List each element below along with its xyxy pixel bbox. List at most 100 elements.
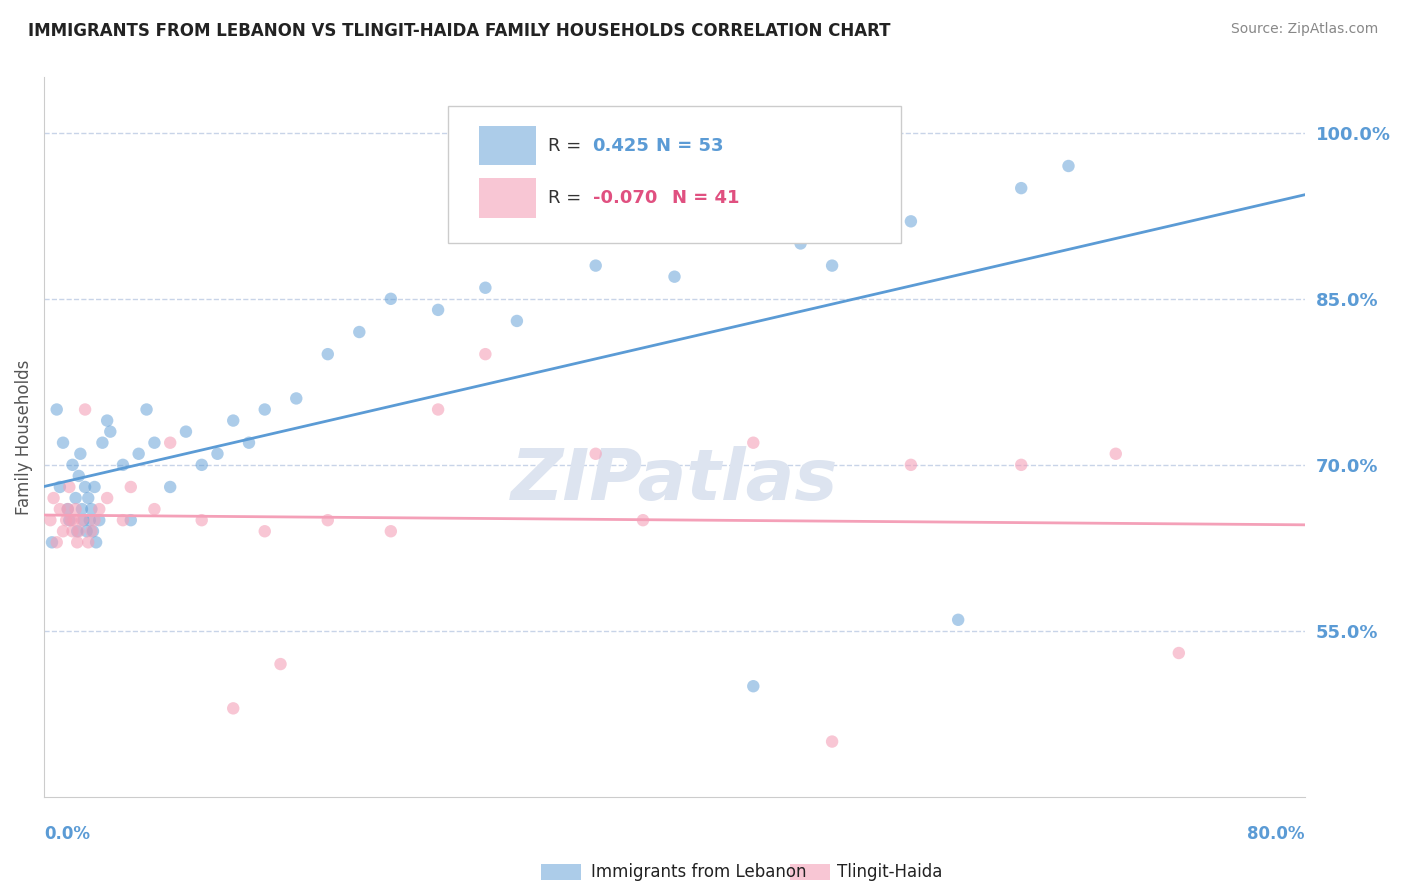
Point	[65, 502, 87, 516]
FancyBboxPatch shape	[447, 106, 901, 243]
Point	[664, 269, 686, 284]
Point	[174, 425, 197, 439]
Point	[742, 679, 765, 693]
Point	[63, 513, 86, 527]
Point	[70, 502, 93, 516]
Point	[41, 535, 63, 549]
Point	[1105, 447, 1128, 461]
Point	[77, 535, 100, 549]
Point	[380, 524, 402, 539]
Text: Source: ZipAtlas.com: Source: ZipAtlas.com	[1230, 22, 1378, 37]
Point	[207, 447, 229, 461]
FancyBboxPatch shape	[479, 126, 536, 165]
Point	[190, 513, 212, 527]
Point	[59, 513, 82, 527]
Point	[900, 458, 922, 472]
Point	[222, 413, 245, 427]
Point	[52, 524, 75, 539]
Point	[70, 513, 93, 527]
Point	[84, 535, 107, 549]
Point	[56, 502, 79, 516]
Point	[49, 480, 72, 494]
Point	[380, 292, 402, 306]
Point	[45, 535, 67, 549]
Point	[585, 259, 607, 273]
Point	[89, 502, 111, 516]
Point	[67, 524, 90, 539]
Point	[89, 513, 111, 527]
Point	[75, 402, 97, 417]
Point	[159, 435, 181, 450]
Point	[111, 458, 134, 472]
Point	[253, 524, 276, 539]
Point	[821, 734, 844, 748]
Point	[316, 513, 339, 527]
Text: 0.0%: 0.0%	[44, 824, 90, 843]
Text: N = 53: N = 53	[655, 136, 723, 155]
Point	[238, 435, 260, 450]
Text: -0.070: -0.070	[592, 189, 657, 207]
Point	[1010, 181, 1032, 195]
Point	[69, 447, 91, 461]
Point	[66, 524, 89, 539]
FancyBboxPatch shape	[479, 178, 536, 218]
Point	[96, 491, 118, 505]
Point	[427, 302, 450, 317]
Point	[349, 325, 371, 339]
Point	[80, 502, 103, 516]
Point	[79, 513, 101, 527]
Text: Tlingit-Haida: Tlingit-Haida	[837, 863, 942, 881]
Text: 80.0%: 80.0%	[1247, 824, 1305, 843]
Point	[58, 480, 80, 494]
Point	[62, 524, 84, 539]
Text: R =: R =	[548, 189, 588, 207]
Point	[159, 480, 181, 494]
Point	[120, 513, 142, 527]
Point	[39, 513, 62, 527]
Point	[190, 458, 212, 472]
Point	[821, 259, 844, 273]
Point	[128, 447, 150, 461]
Text: Immigrants from Lebanon: Immigrants from Lebanon	[591, 863, 806, 881]
Point	[222, 701, 245, 715]
Bar	[541, 864, 581, 880]
Point	[474, 347, 496, 361]
Point	[135, 402, 157, 417]
Point	[1167, 646, 1189, 660]
Point	[143, 435, 166, 450]
Point	[67, 469, 90, 483]
Point	[76, 524, 98, 539]
Point	[506, 314, 529, 328]
Point	[120, 480, 142, 494]
Point	[72, 513, 94, 527]
Point	[285, 392, 308, 406]
Point	[58, 513, 80, 527]
Point	[62, 458, 84, 472]
Point	[75, 480, 97, 494]
Point	[80, 524, 103, 539]
Point	[789, 236, 811, 251]
Point	[585, 447, 607, 461]
Point	[55, 513, 77, 527]
Bar	[790, 864, 830, 880]
Y-axis label: Family Households: Family Households	[15, 359, 32, 515]
Point	[143, 502, 166, 516]
Point	[66, 535, 89, 549]
Point	[427, 402, 450, 417]
Point	[98, 425, 121, 439]
Point	[65, 491, 87, 505]
Point	[270, 657, 292, 671]
Point	[82, 524, 104, 539]
Point	[52, 435, 75, 450]
Point	[91, 435, 114, 450]
Point	[83, 480, 105, 494]
Point	[253, 402, 276, 417]
Point	[946, 613, 969, 627]
Text: N = 41: N = 41	[672, 189, 740, 207]
Point	[45, 402, 67, 417]
Point	[316, 347, 339, 361]
Point	[631, 513, 654, 527]
Point	[900, 214, 922, 228]
Point	[77, 491, 100, 505]
Point	[49, 502, 72, 516]
